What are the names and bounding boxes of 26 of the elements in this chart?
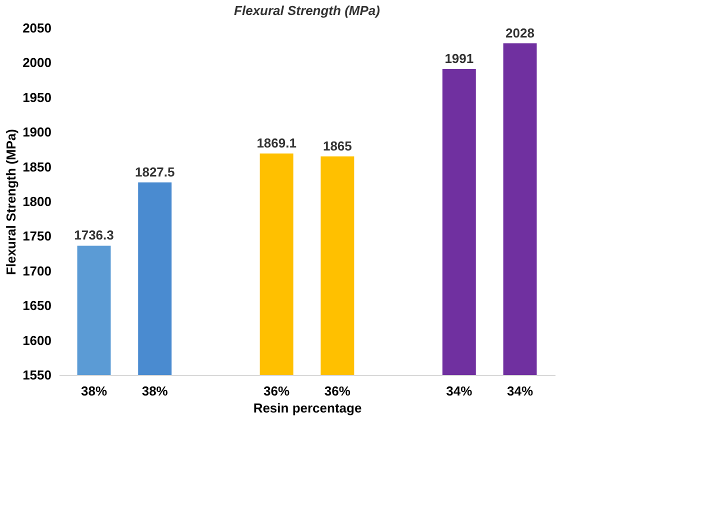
x-tick-label: 36% — [264, 384, 290, 398]
data-label: 2028 — [506, 25, 534, 40]
y-tick-label: 1950 — [22, 90, 52, 105]
data-label: 1865 — [322, 138, 352, 154]
chart-title: Flexural Strength (MPa) — [234, 3, 380, 18]
y-tick-label: 1750 — [22, 228, 52, 244]
y-tick-label: 1900 — [22, 124, 52, 140]
x-tick-label: 38% — [142, 384, 168, 398]
x-axis-title: Resin percentage — [253, 400, 362, 416]
y-axis-title: Flexural Strength (MPa) — [4, 129, 19, 275]
data-label: 1827.5 — [134, 164, 175, 180]
data-label: 1736.3 — [74, 228, 114, 243]
y-tick-label: 1800 — [22, 194, 52, 209]
y-tick-label: 1550 — [22, 368, 52, 382]
x-tick-label: 34% — [506, 384, 534, 398]
x-tick-label: 38% — [80, 384, 108, 398]
x-tick-label: 36% — [324, 384, 351, 398]
data-label: 1869.1 — [256, 136, 296, 151]
y-tick-label: 2050 — [22, 20, 52, 36]
data-label: 1991 — [444, 50, 474, 66]
y-tick-label: 1650 — [22, 298, 52, 314]
y-tick-label: 1850 — [22, 159, 52, 174]
y-tick-label: 2000 — [22, 55, 52, 70]
y-tick-label: 1700 — [22, 263, 52, 278]
y-tick-label: 1600 — [22, 332, 52, 348]
x-tick-label: 34% — [446, 384, 473, 398]
